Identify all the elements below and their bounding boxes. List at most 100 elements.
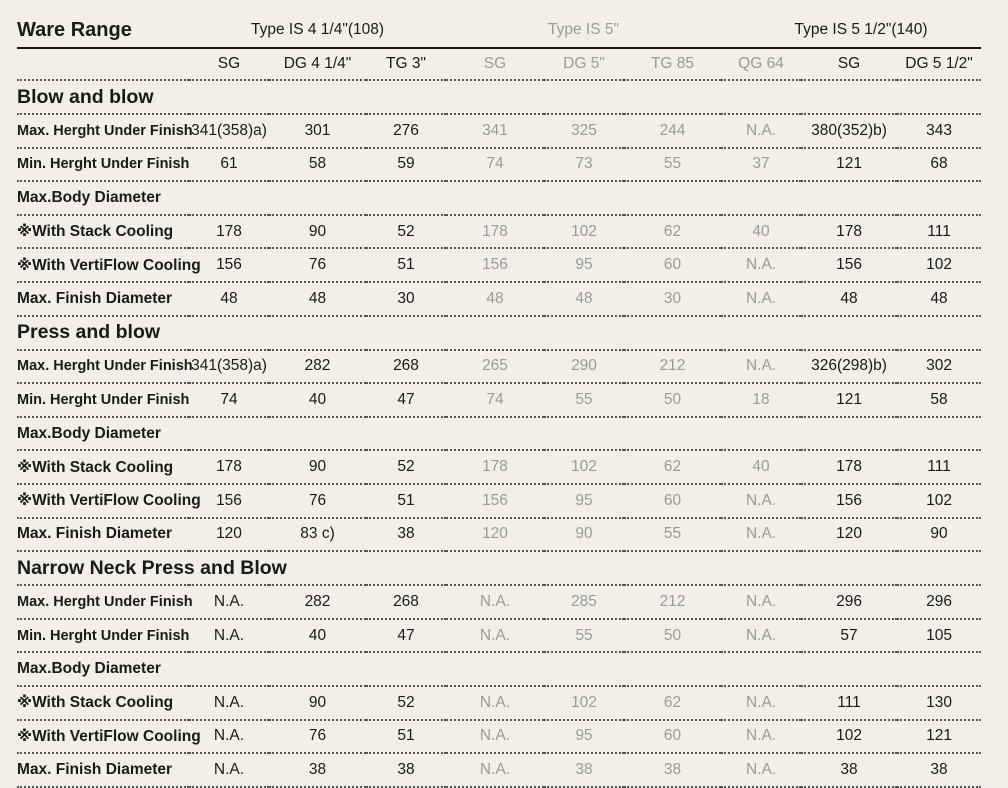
table-cell: N.A. <box>721 517 802 553</box>
table-cell: 40 <box>269 618 366 654</box>
column-header: DG 5" <box>544 48 624 81</box>
table-cell: 60 <box>624 483 722 519</box>
table-cell: 38 <box>624 753 722 788</box>
table-cell: 52 <box>366 450 446 485</box>
table-row: ※With VertiFlow Cooling 156 76 51 156 95 60 N.A… <box>17 483 982 519</box>
table-cell: 61 <box>189 147 269 183</box>
table-cell: 102 <box>897 483 982 519</box>
table-cell: 47 <box>366 618 446 654</box>
table-cell <box>189 181 269 216</box>
table-cell: 76 <box>269 248 366 283</box>
table-row: Max.Body Diameter <box>17 652 982 687</box>
table-cell: 95 <box>544 719 624 755</box>
row-label: ※With Stack Cooling <box>17 214 189 250</box>
table-cell: 50 <box>624 383 722 418</box>
row-label: Max. Finish Diameter <box>17 517 189 553</box>
table-cell <box>897 416 982 452</box>
table-cell: 326(298)b) <box>801 349 898 385</box>
column-header-row: SG DG 4 1/4" TG 3" SG DG 5" TG 85 QG 64 … <box>17 48 982 81</box>
table-cell: 62 <box>624 450 722 485</box>
column-header: DG 4 1/4" <box>269 48 366 81</box>
table-cell: 282 <box>269 349 366 385</box>
table-cell: 40 <box>269 383 366 418</box>
table-cell: 156 <box>801 483 898 519</box>
table-cell <box>544 181 624 216</box>
table-cell: 111 <box>897 450 982 485</box>
table-cell: 90 <box>269 450 366 485</box>
table-cell: 74 <box>189 383 269 418</box>
row-label: Min. Herght Under Finish <box>17 383 189 418</box>
table-cell: N.A. <box>189 685 269 721</box>
section-title: Narrow Neck Press and Blow <box>17 551 982 587</box>
table-cell: N.A. <box>721 114 802 149</box>
table-cell: 178 <box>189 214 269 250</box>
row-label: Max. Finish Diameter <box>17 753 189 788</box>
table-cell: 282 <box>269 585 366 620</box>
table-cell: 60 <box>624 248 722 283</box>
table-cell: 48 <box>544 281 624 317</box>
table-cell: 90 <box>897 517 982 553</box>
table-cell: 37 <box>721 147 802 183</box>
table-cell: 111 <box>897 214 982 250</box>
table-cell: 57 <box>801 618 898 654</box>
table-cell: 51 <box>366 719 446 755</box>
table-cell: 51 <box>366 483 446 519</box>
row-label: Max.Body Diameter <box>17 652 189 687</box>
table-cell: 90 <box>269 214 366 250</box>
table-cell: 48 <box>189 281 269 317</box>
column-header-blank <box>17 48 189 81</box>
table-cell: N.A. <box>721 483 802 519</box>
table-cell: 178 <box>801 214 898 250</box>
table-cell <box>801 416 898 452</box>
table-cell <box>897 652 982 687</box>
table-cell: 83 c) <box>269 517 366 553</box>
table-cell: 18 <box>721 383 802 418</box>
ware-range-table: Ware Range Type IS 4 1/4"(108) Type IS 5… <box>17 13 982 788</box>
table-cell: N.A. <box>721 719 802 755</box>
table-cell: 73 <box>544 147 624 183</box>
table-cell: 38 <box>269 753 366 788</box>
table-cell: 111 <box>801 685 898 721</box>
table-row: ※With Stack Cooling N.A. 90 52 N.A. 102 62 N.A.… <box>17 685 982 721</box>
table-cell: 102 <box>544 685 624 721</box>
group-header-is-5: Type IS 5" <box>446 13 722 49</box>
table-cell <box>801 181 898 216</box>
table-cell: 48 <box>897 281 982 317</box>
table-cell <box>269 652 366 687</box>
table-cell: 62 <box>624 685 722 721</box>
table-cell: 48 <box>801 281 898 317</box>
section-header-row: Press and blow <box>17 315 982 351</box>
table-cell: 285 <box>544 585 624 620</box>
table-cell: 38 <box>801 753 898 788</box>
table-cell: 60 <box>624 719 722 755</box>
table-cell: 47 <box>366 383 446 418</box>
table-row: Max.Body Diameter <box>17 181 982 216</box>
table-row: Max.Body Diameter <box>17 416 982 452</box>
table-row: Min. Herght Under Finish N.A. 40 47 N.A. 55 50… <box>17 618 982 654</box>
table-cell <box>897 181 982 216</box>
table-cell: 130 <box>897 685 982 721</box>
ware-range-sheet: Ware Range Type IS 4 1/4"(108) Type IS 5… <box>17 13 982 788</box>
table-cell: 178 <box>446 214 544 250</box>
table-row: Max. Herght Under Finish 341(358)a) 282 268… <box>17 349 982 385</box>
table-cell <box>269 416 366 452</box>
row-label: ※With VertiFlow Cooling <box>17 248 201 283</box>
table-row: Min. Herght Under Finish 74 40 47 74 55 50 18 12… <box>17 383 982 418</box>
table-cell <box>446 181 544 216</box>
row-label: ※With Stack Cooling <box>17 450 189 485</box>
table-cell: 90 <box>269 685 366 721</box>
row-label: ※With VertiFlow Cooling <box>17 483 201 519</box>
table-cell <box>801 652 898 687</box>
table-cell <box>446 652 544 687</box>
column-header: DG 5 1/2" <box>897 48 982 81</box>
table-cell: N.A. <box>721 248 802 283</box>
table-cell: 102 <box>544 450 624 485</box>
table-cell: 102 <box>897 248 982 283</box>
section-title: Press and blow <box>17 315 982 351</box>
table-cell: 341(358)a) <box>189 349 269 385</box>
table-cell: 76 <box>269 719 366 755</box>
table-cell: 276 <box>366 114 446 149</box>
table-cell: 95 <box>544 483 624 519</box>
table-cell: 62 <box>624 214 722 250</box>
table-cell: 58 <box>897 383 982 418</box>
